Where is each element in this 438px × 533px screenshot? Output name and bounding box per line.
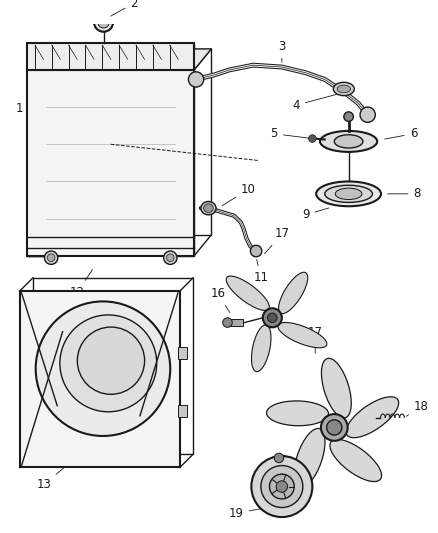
Text: 16: 16 xyxy=(210,287,230,312)
Circle shape xyxy=(276,481,287,492)
Circle shape xyxy=(326,420,341,435)
Circle shape xyxy=(343,112,353,122)
Ellipse shape xyxy=(251,325,270,372)
Circle shape xyxy=(267,313,276,322)
Text: 5: 5 xyxy=(270,127,309,140)
Circle shape xyxy=(44,251,58,264)
Circle shape xyxy=(77,327,144,394)
Polygon shape xyxy=(20,291,180,467)
Text: 6: 6 xyxy=(384,127,416,140)
Text: 18: 18 xyxy=(405,400,427,416)
Text: 4: 4 xyxy=(292,94,336,112)
Text: 8: 8 xyxy=(387,187,420,200)
Bar xyxy=(177,405,187,417)
Circle shape xyxy=(269,474,293,499)
Text: 1: 1 xyxy=(16,102,39,124)
Text: 9: 9 xyxy=(301,208,328,221)
Ellipse shape xyxy=(324,185,371,203)
Circle shape xyxy=(35,302,170,436)
Circle shape xyxy=(47,254,55,262)
Circle shape xyxy=(60,315,156,412)
Ellipse shape xyxy=(333,135,362,148)
Text: 17: 17 xyxy=(307,326,322,353)
Bar xyxy=(227,319,242,326)
Polygon shape xyxy=(27,43,46,256)
Ellipse shape xyxy=(266,401,328,426)
Ellipse shape xyxy=(315,181,380,206)
Polygon shape xyxy=(27,49,211,70)
Circle shape xyxy=(222,318,232,327)
Circle shape xyxy=(94,13,113,32)
Circle shape xyxy=(274,453,283,463)
Ellipse shape xyxy=(329,439,381,481)
Ellipse shape xyxy=(336,85,350,93)
Text: 13: 13 xyxy=(36,460,74,491)
Circle shape xyxy=(251,456,312,517)
Ellipse shape xyxy=(293,429,324,488)
Ellipse shape xyxy=(278,272,307,314)
Text: 11: 11 xyxy=(253,260,268,284)
Ellipse shape xyxy=(277,322,326,348)
Ellipse shape xyxy=(321,358,350,418)
Polygon shape xyxy=(27,43,194,70)
Circle shape xyxy=(359,107,374,123)
Ellipse shape xyxy=(332,82,353,95)
Circle shape xyxy=(320,414,347,441)
Circle shape xyxy=(260,465,302,507)
Text: 12: 12 xyxy=(70,270,92,298)
Ellipse shape xyxy=(200,201,215,215)
Ellipse shape xyxy=(203,204,213,213)
Circle shape xyxy=(308,135,315,142)
Circle shape xyxy=(98,17,109,28)
Ellipse shape xyxy=(226,276,269,310)
Ellipse shape xyxy=(335,188,361,199)
Bar xyxy=(177,347,187,359)
Ellipse shape xyxy=(319,131,376,152)
Polygon shape xyxy=(27,70,194,256)
Text: 17: 17 xyxy=(264,228,289,254)
Circle shape xyxy=(262,308,281,327)
Text: 3: 3 xyxy=(278,39,285,62)
Text: 10: 10 xyxy=(222,183,255,206)
Text: 19: 19 xyxy=(228,507,264,520)
Text: 2: 2 xyxy=(110,0,138,16)
Circle shape xyxy=(166,254,174,262)
Circle shape xyxy=(188,72,203,87)
Ellipse shape xyxy=(345,397,398,438)
Polygon shape xyxy=(175,43,194,256)
Circle shape xyxy=(163,251,177,264)
Ellipse shape xyxy=(250,245,261,257)
